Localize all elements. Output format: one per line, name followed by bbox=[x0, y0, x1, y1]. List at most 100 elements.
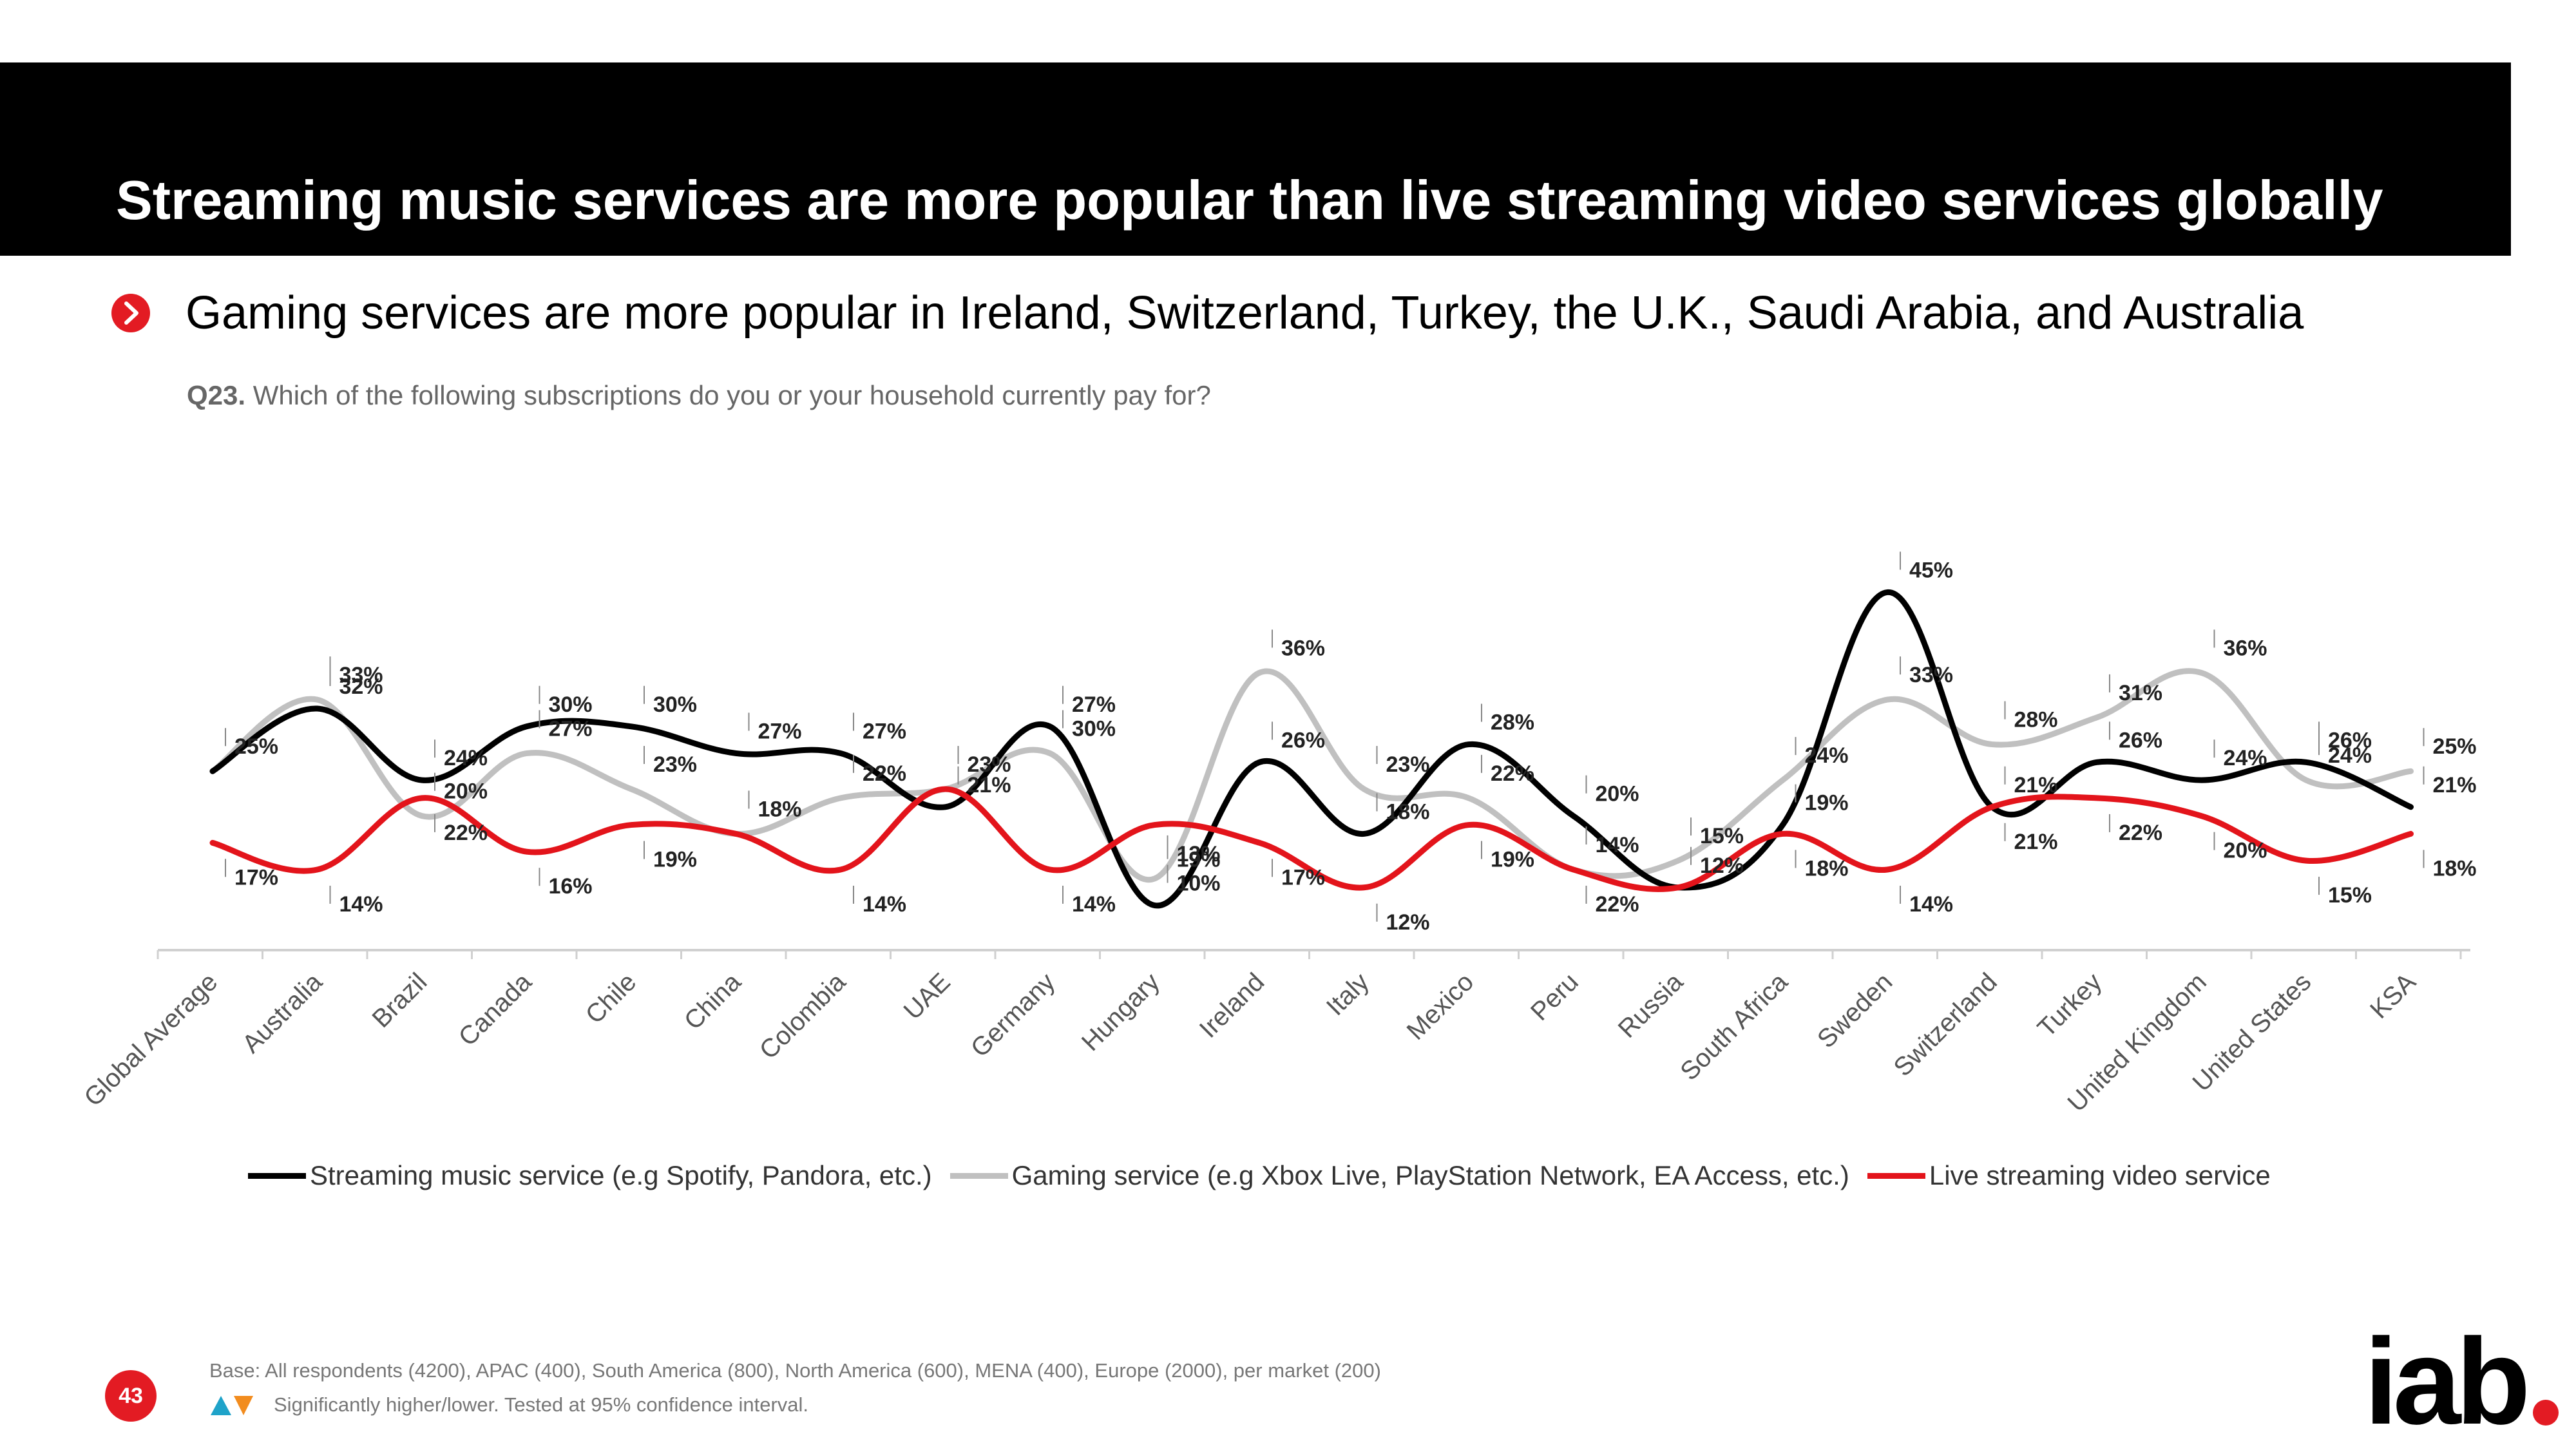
data-label-music: 27% bbox=[1072, 692, 1116, 717]
data-label-live: 14% bbox=[1909, 892, 1953, 917]
line-chart: Global Average Australia Brazil Canada Chile… bbox=[79, 551, 2477, 1118]
significance-text: Significantly higher/lower. Tested at 95… bbox=[274, 1393, 809, 1416]
data-label-gaming: 33% bbox=[1909, 663, 1953, 687]
data-label-live: 18% bbox=[1804, 856, 1848, 881]
data-label-live: 15% bbox=[2328, 883, 2372, 908]
logo-dot bbox=[2533, 1400, 2559, 1426]
series-line-live bbox=[209, 786, 2414, 892]
data-label-music: 28% bbox=[1491, 711, 1534, 735]
series-line-gaming bbox=[209, 668, 2414, 883]
data-label-gaming: 25% bbox=[234, 734, 278, 759]
data-label-music: 24% bbox=[444, 746, 488, 770]
x-tick-label: Hungary bbox=[1076, 968, 1165, 1056]
data-label-gaming: 15% bbox=[1700, 824, 1744, 848]
data-label-gaming: 14% bbox=[1595, 833, 1639, 857]
data-label-gaming: 24% bbox=[1804, 743, 1848, 768]
data-label-music: 32% bbox=[339, 674, 383, 699]
x-tick-label: Switzerland bbox=[1889, 968, 2003, 1082]
data-label-gaming: 27% bbox=[548, 716, 592, 741]
data-label-gaming: 28% bbox=[2014, 708, 2057, 732]
data-label-music: 24% bbox=[2223, 746, 2267, 770]
data-label-gaming: 18% bbox=[758, 797, 801, 821]
data-label-live: 12% bbox=[1386, 910, 1429, 935]
legend-item-gaming: Gaming service (e.g Xbox Live, PlayStati… bbox=[949, 1160, 1849, 1191]
title-bar bbox=[0, 62, 2511, 256]
data-label-live: 14% bbox=[339, 892, 383, 917]
page-number: 43 bbox=[105, 1370, 157, 1422]
data-label-live: 22% bbox=[444, 821, 488, 845]
x-tick-label: Sweden bbox=[1812, 968, 1898, 1053]
x-tick-label: Chile bbox=[580, 968, 642, 1029]
data-label-music: 30% bbox=[548, 692, 592, 717]
iab-logo: iab bbox=[2364, 1313, 2531, 1450]
question-text: Which of the following subscriptions do … bbox=[253, 380, 1211, 410]
data-label-gaming: 20% bbox=[444, 779, 488, 804]
x-tick-label: Ireland bbox=[1194, 968, 1270, 1044]
data-label-live: 20% bbox=[2223, 839, 2267, 863]
subtitle-row: Gaming services are more popular in Irel… bbox=[111, 281, 2304, 345]
data-label-live: 14% bbox=[863, 892, 906, 917]
footer-base-note: Base: All respondents (4200), APAC (400)… bbox=[209, 1359, 1381, 1382]
x-tick-label: UAE bbox=[899, 968, 956, 1025]
legend-swatch-music bbox=[248, 1172, 306, 1179]
data-label-live: 22% bbox=[1595, 892, 1639, 917]
page-title: Streaming music services are more popula… bbox=[116, 170, 2383, 231]
x-tick-label: Russia bbox=[1613, 968, 1689, 1044]
data-label-live: 18% bbox=[2432, 856, 2476, 881]
x-tick-label: KSA bbox=[2365, 968, 2421, 1024]
x-tick-label: Germany bbox=[966, 968, 1060, 1062]
data-label-music: 27% bbox=[863, 719, 906, 743]
chevron-right-icon bbox=[111, 294, 150, 332]
data-label-music: 45% bbox=[1909, 558, 1953, 582]
data-label-live: 19% bbox=[653, 848, 697, 872]
legend-swatch-live bbox=[1867, 1172, 1925, 1179]
x-tick-label: Colombia bbox=[754, 968, 852, 1065]
data-label-gaming: 33% bbox=[339, 663, 383, 687]
data-label-gaming: 23% bbox=[653, 752, 697, 777]
data-label-live: 19% bbox=[1176, 848, 1220, 872]
x-tick-label: Turkey bbox=[2032, 968, 2108, 1043]
series-line-music bbox=[209, 589, 2414, 909]
data-label-live: 17% bbox=[234, 865, 278, 890]
data-label-live: 21% bbox=[2014, 830, 2057, 854]
data-label-music: 19% bbox=[1804, 791, 1848, 816]
data-label-live: 19% bbox=[1491, 848, 1534, 872]
data-label-live: 14% bbox=[1072, 892, 1116, 917]
significance-arrows-icon bbox=[211, 1396, 253, 1415]
legend-label-music: Streaming music service (e.g Spotify, Pa… bbox=[310, 1160, 932, 1190]
data-label-gaming: 13% bbox=[1176, 842, 1220, 866]
legend-item-live: Live streaming video service bbox=[1867, 1160, 2271, 1191]
data-label-gaming: 22% bbox=[863, 761, 906, 786]
x-tick-label: Australia bbox=[237, 968, 329, 1059]
x-tick-label: China bbox=[679, 968, 747, 1036]
x-tick-label: South Africa bbox=[1675, 968, 1793, 1086]
x-tick-label: Brazil bbox=[367, 968, 433, 1033]
data-label-music: 21% bbox=[2014, 773, 2057, 797]
data-label-music: 26% bbox=[2328, 728, 2372, 752]
data-label-music: 26% bbox=[2119, 728, 2162, 752]
data-label-gaming: 23% bbox=[967, 752, 1011, 777]
legend-label-live: Live streaming video service bbox=[1929, 1160, 2271, 1190]
legend-swatch-gaming bbox=[949, 1172, 1008, 1179]
data-label-gaming: 22% bbox=[1491, 761, 1534, 786]
data-label-gaming: 24% bbox=[2328, 743, 2372, 768]
data-label-live: 17% bbox=[1281, 865, 1325, 890]
data-label-gaming: 30% bbox=[1072, 716, 1116, 741]
chart-legend: Streaming music service (e.g Spotify, Pa… bbox=[248, 1156, 2289, 1195]
x-tick-label: Italy bbox=[1321, 968, 1375, 1021]
question-id: Q23. bbox=[187, 380, 246, 410]
data-label-gaming: 36% bbox=[2223, 636, 2267, 660]
data-label-music: 21% bbox=[2432, 773, 2476, 797]
data-label-gaming: 25% bbox=[2432, 734, 2476, 759]
x-tick-label: Canada bbox=[453, 968, 538, 1052]
legend-label-gaming: Gaming service (e.g Xbox Live, PlayStati… bbox=[1011, 1160, 1849, 1190]
x-tick-label: Mexico bbox=[1402, 968, 1480, 1045]
footer-significance-note: Significantly higher/lower. Tested at 95… bbox=[209, 1393, 808, 1417]
data-label-live: 22% bbox=[2119, 821, 2162, 845]
x-tick-label: Peru bbox=[1525, 968, 1584, 1026]
data-label-gaming: 36% bbox=[1281, 636, 1325, 660]
data-label-gaming: 23% bbox=[1386, 752, 1429, 777]
data-label-gaming: 31% bbox=[2119, 681, 2162, 705]
data-label-music: 27% bbox=[758, 719, 801, 743]
data-label-music: 20% bbox=[1595, 782, 1639, 806]
